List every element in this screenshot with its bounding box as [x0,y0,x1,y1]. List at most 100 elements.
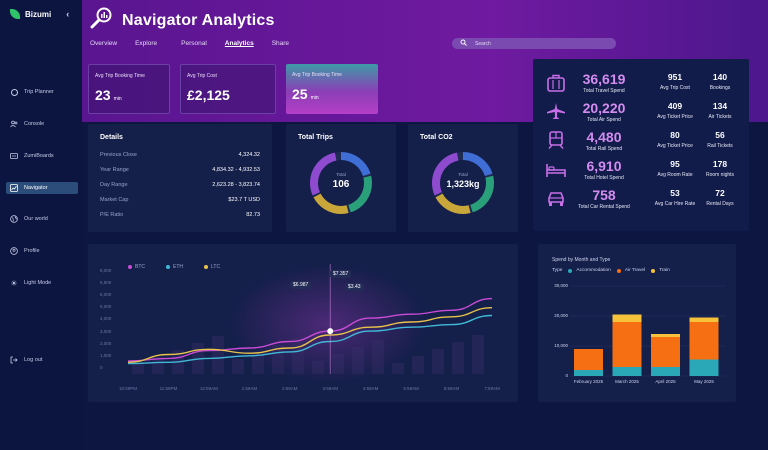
legend-dot [128,265,132,269]
tab-share[interactable]: Share [271,40,290,47]
search-placeholder: Search [475,40,491,47]
substat-value: 409 [667,101,683,111]
y-tick-label: 6,500 [100,280,112,286]
details-row: Market Cap $23.7 T USD [100,197,260,203]
y-tick-label: 3,000 [100,328,112,334]
sidebar-item-label: Trip Planner [24,89,54,95]
legend-dot [651,268,656,273]
line-plot-area [127,264,493,374]
sidebar-item-zumiboards[interactable]: ZumiBoards [6,150,78,162]
kpi-unit: min [310,95,319,101]
substat-value: 140 [712,72,728,82]
bar-segment-train[interactable] [689,317,719,323]
legend-label: Air Travel [624,268,646,273]
tab-personal[interactable]: Personal [181,40,207,47]
luggage-icon [547,74,565,92]
sidebar-item-navigator[interactable]: Navigator [6,182,78,194]
total-co2-panel: Total CO2 Total 1,323kg [408,124,518,232]
sidebar-item-console[interactable]: Console [6,118,78,130]
spend-value: 20,220 [582,100,626,116]
bar-segment-accommodation[interactable] [574,370,603,376]
bar-chart-title: Spend by Month and Type [552,257,611,263]
y-tick-label: 6,000 [100,292,112,298]
sidebar-item-trip-planner[interactable]: Trip Planner [6,86,78,98]
app-logo[interactable]: Bizumi ‹ [10,9,69,19]
details-value: 82.73 [246,212,260,218]
spend-stat: 36,619 Total Travel Spend [559,71,649,94]
spend-summary-panel [533,59,749,231]
substat-label: Avg Car Hire Rate [654,201,696,207]
analytics-search-icon [90,7,114,34]
spend-label: Total Hotel Spend [584,175,624,181]
volume-bar [392,363,404,374]
substat-label: Rental Days [706,201,734,207]
tab-explore[interactable]: Explore [135,40,158,47]
donut-title: Total CO2 [420,134,453,141]
spend-value: 758 [592,187,616,203]
bar-segment-accommodation[interactable] [689,359,719,377]
x-tick-label: April 2025 [655,379,676,384]
spend-substat: 409 Avg Ticket Price [648,101,702,120]
x-tick-label: February 2025 [573,379,604,384]
crosshair-point[interactable] [327,328,334,335]
donut-title: Total Trips [298,134,333,141]
details-value: $23.7 T USD [228,197,260,203]
volume-bar [292,338,304,374]
sidebar-item-label: Console [24,121,45,127]
sidebar-item-log-out[interactable]: Log out [6,354,78,366]
sun-icon: ☀ [10,278,18,288]
bar-segment-air-travel[interactable] [574,349,603,370]
bar-segment-air-travel[interactable] [651,337,680,367]
donut-center-label: Total [458,172,468,177]
bar-segment-accommodation[interactable] [651,367,680,376]
search-input[interactable]: Search [452,38,616,49]
details-row: Previous Close 4,324.32 [100,152,260,158]
sidebar-item-light-mode[interactable]: ☀ Light Mode [6,277,78,289]
y-tick-label: 20,000 [554,313,568,318]
donut-center-value: 106 [332,179,350,190]
volume-bar [352,347,364,374]
spend-stat: 758 Total Car Rental Spend [559,187,649,210]
substat-label: Rail Tickets [707,143,733,149]
legend-ltc: LTC [204,264,220,270]
details-value: 4,834.32 - 4,932.53 [212,167,260,173]
legend-label: ETH [173,264,183,270]
bar-segment-train[interactable] [612,314,642,323]
sidebar-item-our-world[interactable]: Our world [6,213,78,225]
kpi-card-trip-cost: Avg Trip Cost £2,125 [180,64,276,114]
y-tick-label: 10,000 [554,343,568,348]
legend-dot [616,268,621,273]
series-line-ltc [127,307,493,363]
kpi-card-booking-time-highlight: Avg Trip Booking Time 25 min [286,64,378,114]
bar-segment-air-travel[interactable] [689,322,719,360]
kpi-label: Avg Trip Booking Time [292,72,342,78]
x-tick-label: 3:59AM [322,386,338,391]
bar-legend: Type Accommodation Air Travel Train [552,268,670,273]
sidebar: Bizumi ‹ Trip Planner Console ZumiBoards… [0,0,82,450]
legend-eth: ETH [166,264,183,270]
details-key: Previous Close [100,152,137,158]
substat-label: Avg Ticket Price [657,114,693,120]
bar-segment-air-travel[interactable] [612,322,642,367]
series-line-eth [127,314,493,365]
spend-value: 36,619 [582,71,626,87]
sidebar-item-label: Log out [24,357,43,363]
legend-dot [166,265,170,269]
tab-analytics[interactable]: Analytics [224,40,254,47]
spend-substat: 134 Air Tickets [693,101,747,120]
volume-bar [332,354,344,374]
spend-substat: 53 Avg Car Hire Rate [648,188,702,207]
substat-label: Air Tickets [708,114,732,120]
sidebar-item-profile[interactable]: Profile [6,245,78,257]
kpi-value: 23 [95,87,111,103]
chart-icon [10,184,18,192]
search-icon [460,39,467,48]
substat-value: 80 [670,130,680,140]
volume-bar [432,349,444,374]
bar-segment-train[interactable] [651,334,680,337]
donut-center-value: 1,323kg [446,179,480,189]
bar-segment-accommodation[interactable] [612,367,642,376]
collapse-sidebar-icon[interactable]: ‹ [66,9,70,19]
tab-overview[interactable]: Overview [90,40,118,47]
bed-icon [546,164,566,177]
